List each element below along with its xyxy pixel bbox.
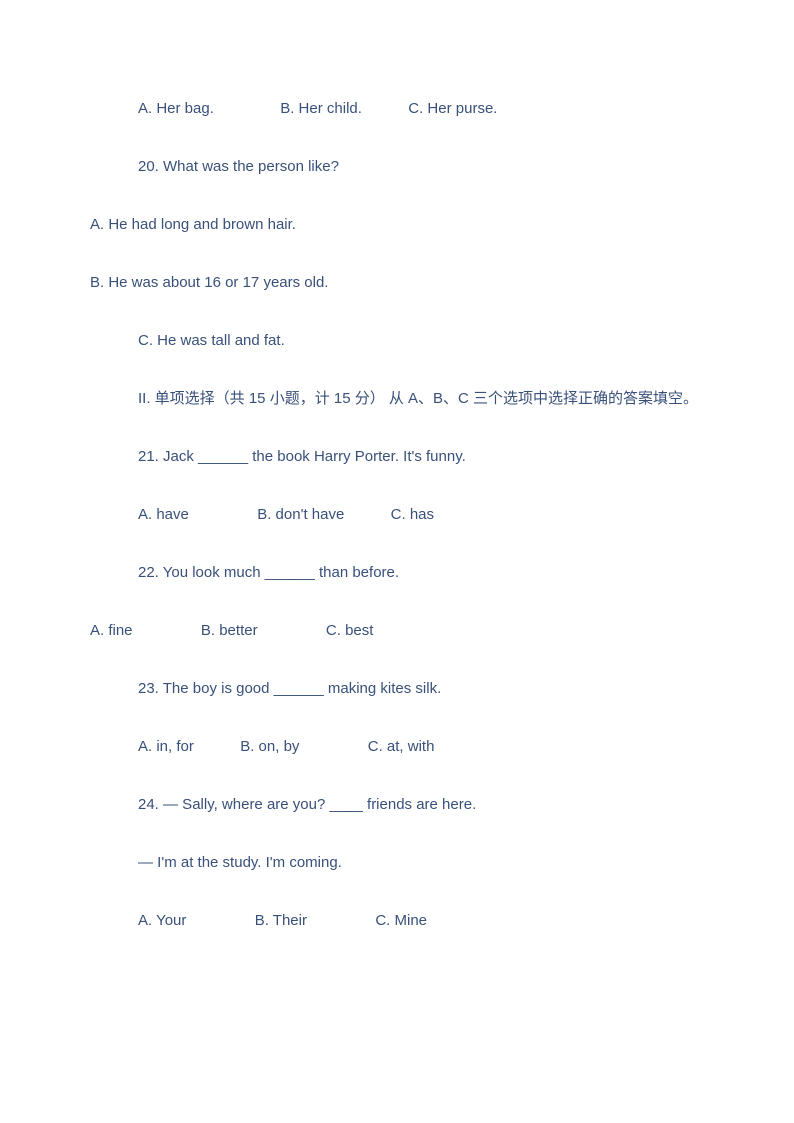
q24-option-a: A. Your — [138, 912, 186, 929]
q21-prompt: 21. Jack ______ the book Harry Porter. I… — [90, 442, 704, 472]
q19-options: A. Her bag. B. Her child. C. Her purse. — [90, 94, 704, 124]
q22-option-b: B. better — [201, 622, 258, 639]
q24-option-b: B. Their — [255, 912, 307, 929]
q24-option-c: C. Mine — [375, 912, 427, 929]
q23-option-a: A. in, for — [138, 738, 194, 755]
q21-options: A. have B. don't have C. has — [90, 500, 704, 530]
q20-option-c: C. He was tall and fat. — [90, 326, 704, 356]
q20-option-a: A. He had long and brown hair. — [90, 210, 704, 240]
q22-options: A. fine B. better C. best — [90, 616, 704, 646]
q23-option-c: C. at, with — [368, 738, 435, 755]
section-2-heading: II. 单项选择（共 15 小题，计 15 分） 从 A、B、C 三个选项中选择… — [90, 384, 704, 414]
q22-option-c: C. best — [326, 622, 374, 639]
q23-prompt: 23. The boy is good ______ making kites … — [90, 674, 704, 704]
q23-option-b: B. on, by — [240, 738, 299, 755]
q21-option-b: B. don't have — [257, 506, 344, 523]
q21-option-a: A. have — [138, 506, 189, 523]
q24-prompt: 24. — Sally, where are you? ____ friends… — [90, 790, 704, 820]
exam-page: A. Her bag. B. Her child. C. Her purse. … — [0, 0, 794, 936]
q24-line2: — I'm at the study. I'm coming. — [90, 848, 704, 878]
q22-prompt: 22. You look much ______ than before. — [90, 558, 704, 588]
q19-option-a: A. Her bag. — [138, 100, 214, 117]
q19-option-c: C. Her purse. — [408, 100, 497, 117]
q24-options: A. Your B. Their C. Mine — [90, 906, 704, 936]
q20-prompt: 20. What was the person like? — [90, 152, 704, 182]
q21-option-c: C. has — [391, 506, 434, 523]
q23-options: A. in, for B. on, by C. at, with — [90, 732, 704, 762]
q22-option-a: A. fine — [90, 622, 133, 639]
q20-option-b: B. He was about 16 or 17 years old. — [90, 268, 704, 298]
q19-option-b: B. Her child. — [280, 100, 362, 117]
